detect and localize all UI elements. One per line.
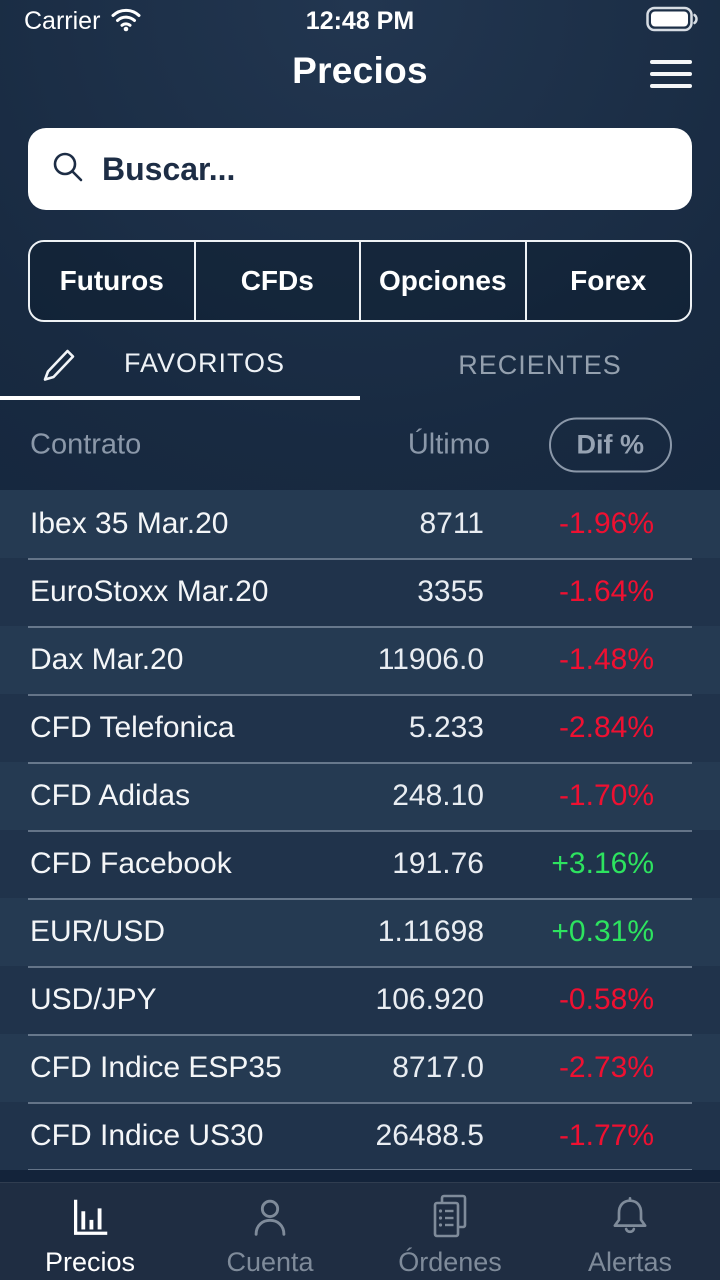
column-contract: Contrato — [30, 428, 142, 461]
table-row[interactable]: CFD Adidas 248.10 -1.70% — [0, 762, 720, 830]
table-row[interactable]: Dax Mar.20 11906.0 -1.48% — [0, 626, 720, 694]
last-price: 1.11698 — [377, 915, 484, 948]
battery-icon — [646, 6, 700, 37]
table-row[interactable]: Ibex 35 Mar.20 8711 -1.96% — [0, 490, 720, 558]
quote-list: Ibex 35 Mar.20 8711 -1.96% EuroStoxx Mar… — [0, 490, 720, 1170]
status-bar: Carrier 12:48 PM — [0, 0, 720, 42]
search-input[interactable] — [102, 150, 670, 188]
nav-item-alertas[interactable]: Alertas — [540, 1183, 720, 1280]
last-price: 8711 — [419, 507, 484, 540]
table-row[interactable]: USD/JPY 106.920 -0.58% — [0, 966, 720, 1034]
list-tabs: FAVORITOS RECIENTES — [0, 330, 720, 400]
change-percent: -2.84% — [558, 711, 654, 744]
table-row[interactable]: CFD Indice ESP35 8717.0 -2.73% — [0, 1034, 720, 1102]
contract-name: CFD Facebook — [30, 847, 232, 880]
nav-label-cuenta: Cuenta — [226, 1247, 314, 1277]
segment-opciones[interactable]: Opciones — [359, 242, 525, 320]
search-icon — [50, 149, 86, 190]
hamburger-menu-icon[interactable] — [650, 56, 692, 92]
tab-recientes[interactable]: RECIENTES — [360, 330, 720, 400]
last-price: 191.76 — [392, 847, 484, 880]
contract-name: CFD Indice US30 — [30, 1119, 264, 1152]
contract-name: EUR/USD — [30, 915, 166, 948]
change-percent: -1.48% — [558, 643, 654, 676]
change-percent: -1.96% — [558, 507, 654, 540]
contract-name: Dax Mar.20 — [30, 643, 184, 676]
segment-forex[interactable]: Forex — [524, 242, 690, 320]
change-percent: -1.64% — [558, 575, 654, 608]
page-title: Precios — [292, 50, 428, 91]
change-percent: -0.58% — [558, 983, 654, 1016]
column-last: Último — [407, 428, 490, 461]
table-row[interactable]: CFD Indice US30 26488.5 -1.77% — [0, 1102, 720, 1170]
segment-cfds[interactable]: CFDs — [193, 242, 359, 320]
search-bar[interactable] — [28, 128, 692, 210]
contract-name: CFD Adidas — [30, 779, 191, 812]
contract-name: Ibex 35 Mar.20 — [30, 507, 229, 540]
nav-label-ordenes: Órdenes — [398, 1247, 502, 1277]
contract-name: CFD Telefonica — [30, 711, 235, 744]
nav-item-ordenes[interactable]: Órdenes — [360, 1183, 540, 1280]
change-percent: -2.73% — [558, 1051, 654, 1084]
bell-icon — [607, 1191, 653, 1243]
person-icon — [247, 1191, 293, 1243]
last-price: 3355 — [417, 575, 484, 608]
diff-percent-toggle[interactable]: Dif % — [548, 417, 672, 473]
table-row[interactable]: CFD Facebook 191.76 +3.16% — [0, 830, 720, 898]
last-price: 5.233 — [408, 711, 484, 744]
nav-item-precios[interactable]: Precios — [0, 1183, 180, 1280]
nav-label-alertas: Alertas — [587, 1247, 673, 1277]
last-price: 11906.0 — [377, 643, 484, 676]
nav-item-cuenta[interactable]: Cuenta — [180, 1183, 360, 1280]
tab-favoritos-label: FAVORITOS — [124, 347, 286, 378]
table-row[interactable]: EUR/USD 1.11698 +0.31% — [0, 898, 720, 966]
carrier-label: Carrier — [24, 6, 101, 35]
bar-chart-icon — [67, 1191, 113, 1243]
contract-name: CFD Indice ESP35 — [30, 1051, 282, 1084]
last-price: 106.920 — [375, 983, 484, 1016]
contract-name: USD/JPY — [30, 983, 157, 1016]
last-price: 8717.0 — [392, 1051, 484, 1084]
orders-icon — [427, 1191, 473, 1243]
tab-favoritos[interactable]: FAVORITOS — [0, 330, 360, 400]
instrument-segments: Futuros CFDs Opciones Forex — [28, 240, 692, 322]
bottom-nav: Precios Cuenta — [0, 1182, 720, 1280]
last-price: 248.10 — [392, 779, 484, 812]
last-price: 26488.5 — [375, 1119, 484, 1152]
tab-recientes-label: RECIENTES — [458, 349, 622, 380]
change-percent: +0.31% — [551, 915, 654, 948]
table-row[interactable]: EuroStoxx Mar.20 3355 -1.64% — [0, 558, 720, 626]
segment-futuros[interactable]: Futuros — [30, 242, 194, 320]
change-percent: -1.77% — [558, 1119, 654, 1152]
contract-name: EuroStoxx Mar.20 — [30, 575, 269, 608]
edit-pencil-icon[interactable] — [38, 338, 82, 389]
wifi-icon — [110, 6, 142, 37]
table-row[interactable]: CFD Telefonica 5.233 -2.84% — [0, 694, 720, 762]
app-header: Precios — [0, 42, 720, 108]
table-header: Contrato Último Dif % — [0, 400, 720, 490]
nav-label-precios: Precios — [44, 1247, 136, 1277]
change-percent: -1.70% — [558, 779, 654, 812]
change-percent: +3.16% — [551, 847, 654, 880]
